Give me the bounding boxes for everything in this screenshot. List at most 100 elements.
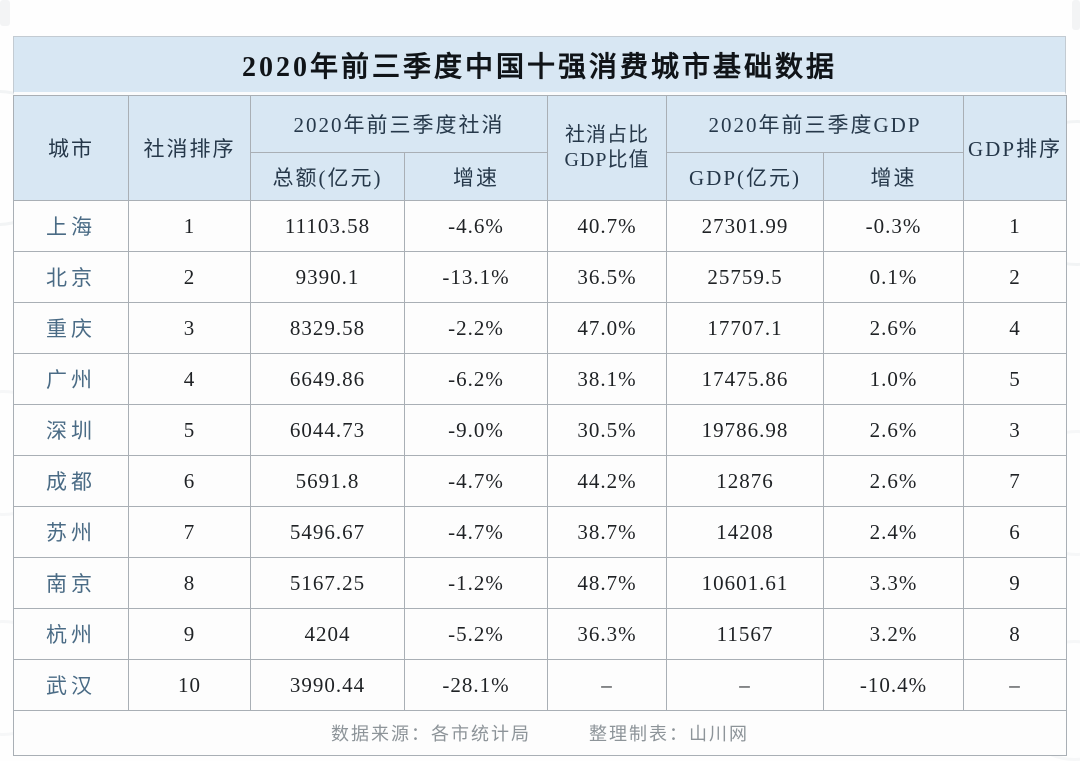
sc-growth-cell: -9.0% bbox=[404, 404, 548, 456]
sc-total-cell: 11103.58 bbox=[250, 200, 405, 252]
scan-smudge bbox=[1072, 0, 1080, 30]
gdp-growth-cell: 1.0% bbox=[822, 353, 965, 405]
table-footer: 数据来源：各市统计局 整理制表：山川网 bbox=[12, 710, 1068, 756]
gdp-growth-cell: 3.3% bbox=[822, 557, 965, 609]
sc-gdp-ratio-cell: 38.7% bbox=[547, 506, 667, 558]
gdp-rank-cell: 3 bbox=[963, 404, 1068, 456]
gdp-rank-cell: 4 bbox=[963, 302, 1068, 354]
gdp-total-cell: 17707.1 bbox=[666, 302, 824, 354]
scan-smudge bbox=[0, 0, 10, 26]
table-sheet: 2020年前三季度中国十强消费城市基础数据 城市 社消排序 2020年前三季度社… bbox=[12, 36, 1068, 756]
table-row: 杭州 9 4204 -5.2% 36.3% 11567 3.2% 8 bbox=[13, 608, 1068, 660]
header-sc-gdp-ratio: 社消占比 GDP比值 bbox=[547, 95, 667, 201]
header-city: 城市 bbox=[13, 95, 129, 201]
gdp-total-cell: 10601.61 bbox=[666, 557, 824, 609]
gdp-growth-cell: 2.4% bbox=[822, 506, 965, 558]
header-sc-gdp-ratio-line1: 社消占比 bbox=[565, 124, 649, 146]
sc-gdp-ratio-cell: 36.3% bbox=[547, 608, 667, 660]
sc-growth-cell: -1.2% bbox=[404, 557, 548, 609]
gdp-total-cell: 19786.98 bbox=[666, 404, 824, 456]
city-cell: 南京 bbox=[13, 557, 129, 609]
sc-growth-cell: -4.7% bbox=[404, 455, 548, 507]
sc-rank-cell: 2 bbox=[128, 251, 251, 303]
sc-growth-cell: -6.2% bbox=[404, 353, 548, 405]
sc-gdp-ratio-cell: 36.5% bbox=[547, 251, 667, 303]
gdp-rank-cell: 6 bbox=[963, 506, 1068, 558]
credit-label: 整理制表：山川网 bbox=[589, 724, 749, 744]
header-sc-rank: 社消排序 bbox=[128, 95, 251, 201]
city-cell: 深圳 bbox=[13, 404, 129, 456]
city-cell: 重庆 bbox=[13, 302, 129, 354]
table-row: 上海 1 11103.58 -4.6% 40.7% 27301.99 -0.3%… bbox=[13, 200, 1068, 252]
sc-growth-cell: -28.1% bbox=[404, 659, 548, 711]
gdp-total-cell: 27301.99 bbox=[666, 200, 824, 252]
data-source-label: 数据来源：各市统计局 bbox=[331, 724, 531, 744]
table-row: 北京 2 9390.1 -13.1% 36.5% 25759.5 0.1% 2 bbox=[13, 251, 1068, 303]
sc-gdp-ratio-cell: – bbox=[547, 659, 667, 711]
table-header: 城市 社消排序 2020年前三季度社消 社消占比 GDP比值 2020年前三季度… bbox=[13, 95, 1068, 201]
table-title: 2020年前三季度中国十强消费城市基础数据 bbox=[13, 36, 1066, 95]
sc-gdp-ratio-cell: 47.0% bbox=[547, 302, 667, 354]
sc-gdp-ratio-cell: 38.1% bbox=[547, 353, 667, 405]
header-sc-gdp-ratio-line2: GDP比值 bbox=[564, 149, 650, 171]
gdp-growth-cell: 2.6% bbox=[822, 455, 965, 507]
gdp-growth-cell: -0.3% bbox=[822, 200, 965, 252]
sc-gdp-ratio-cell: 40.7% bbox=[547, 200, 667, 252]
city-cell: 杭州 bbox=[13, 608, 129, 660]
sc-total-cell: 5167.25 bbox=[250, 557, 405, 609]
gdp-growth-cell: 3.2% bbox=[822, 608, 965, 660]
city-cell: 广州 bbox=[13, 353, 129, 405]
table-row: 深圳 5 6044.73 -9.0% 30.5% 19786.98 2.6% 3 bbox=[13, 404, 1068, 456]
sc-total-cell: 9390.1 bbox=[250, 251, 405, 303]
sc-total-cell: 6649.86 bbox=[250, 353, 405, 405]
city-cell: 上海 bbox=[13, 200, 129, 252]
gdp-rank-cell: 9 bbox=[963, 557, 1068, 609]
city-cell: 北京 bbox=[13, 251, 129, 303]
sc-rank-cell: 4 bbox=[128, 353, 251, 405]
gdp-growth-cell: 2.6% bbox=[822, 404, 965, 456]
sc-rank-cell: 8 bbox=[128, 557, 251, 609]
sc-gdp-ratio-cell: 30.5% bbox=[547, 404, 667, 456]
gdp-total-cell: – bbox=[666, 659, 824, 711]
table-row: 重庆 3 8329.58 -2.2% 47.0% 17707.1 2.6% 4 bbox=[13, 302, 1068, 354]
sc-growth-cell: -13.1% bbox=[404, 251, 548, 303]
gdp-total-cell: 11567 bbox=[666, 608, 824, 660]
header-sc-total: 总额(亿元) bbox=[250, 152, 405, 201]
table-row: 苏州 7 5496.67 -4.7% 38.7% 14208 2.4% 6 bbox=[13, 506, 1068, 558]
sc-rank-cell: 1 bbox=[128, 200, 251, 252]
gdp-total-cell: 17475.86 bbox=[666, 353, 824, 405]
city-cell: 成都 bbox=[13, 455, 129, 507]
sc-total-cell: 8329.58 bbox=[250, 302, 405, 354]
header-gdp-rank: GDP排序 bbox=[963, 95, 1068, 201]
gdp-rank-cell: 8 bbox=[963, 608, 1068, 660]
sc-rank-cell: 7 bbox=[128, 506, 251, 558]
header-sc-group: 2020年前三季度社消 bbox=[250, 95, 548, 153]
city-cell: 武汉 bbox=[13, 659, 129, 711]
header-gdp-total: GDP(亿元) bbox=[666, 152, 824, 201]
gdp-growth-cell: 2.6% bbox=[822, 302, 965, 354]
gdp-total-cell: 12876 bbox=[666, 455, 824, 507]
data-table: 城市 社消排序 2020年前三季度社消 社消占比 GDP比值 2020年前三季度… bbox=[12, 95, 1068, 756]
table-row: 成都 6 5691.8 -4.7% 44.2% 12876 2.6% 7 bbox=[13, 455, 1068, 507]
header-gdp-growth: 增速 bbox=[822, 152, 965, 201]
table-row: 南京 8 5167.25 -1.2% 48.7% 10601.61 3.3% 9 bbox=[13, 557, 1068, 609]
sc-gdp-ratio-cell: 44.2% bbox=[547, 455, 667, 507]
sc-growth-cell: -5.2% bbox=[404, 608, 548, 660]
footer-cell: 数据来源：各市统计局 整理制表：山川网 bbox=[12, 710, 1068, 756]
sc-growth-cell: -4.6% bbox=[404, 200, 548, 252]
sc-total-cell: 6044.73 bbox=[250, 404, 405, 456]
table-row: 广州 4 6649.86 -6.2% 38.1% 17475.86 1.0% 5 bbox=[13, 353, 1068, 405]
gdp-rank-cell: 7 bbox=[963, 455, 1068, 507]
gdp-growth-cell: 0.1% bbox=[822, 251, 965, 303]
gdp-rank-cell: 5 bbox=[963, 353, 1068, 405]
sc-total-cell: 5496.67 bbox=[250, 506, 405, 558]
gdp-rank-cell: 2 bbox=[963, 251, 1068, 303]
table-row: 武汉 10 3990.44 -28.1% – – -10.4% – bbox=[13, 659, 1068, 711]
sc-total-cell: 4204 bbox=[250, 608, 405, 660]
city-cell: 苏州 bbox=[13, 506, 129, 558]
gdp-growth-cell: -10.4% bbox=[822, 659, 965, 711]
sc-rank-cell: 6 bbox=[128, 455, 251, 507]
sc-gdp-ratio-cell: 48.7% bbox=[547, 557, 667, 609]
sc-rank-cell: 5 bbox=[128, 404, 251, 456]
